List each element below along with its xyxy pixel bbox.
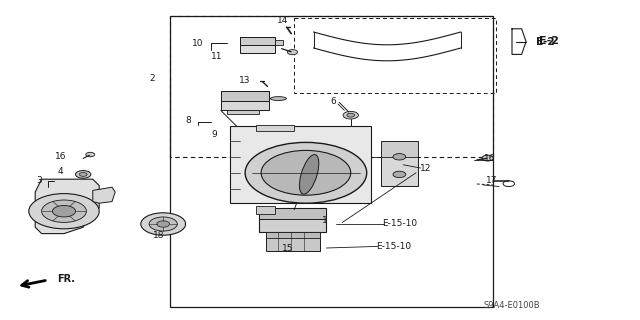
Text: 18: 18 bbox=[153, 231, 164, 240]
Text: E-15-10: E-15-10 bbox=[376, 242, 411, 251]
Text: E-15-10: E-15-10 bbox=[383, 220, 417, 228]
Text: 14: 14 bbox=[277, 16, 289, 25]
Text: 3: 3 bbox=[36, 176, 42, 185]
Text: 16: 16 bbox=[55, 152, 67, 161]
Bar bbox=[256, 206, 275, 214]
Circle shape bbox=[157, 221, 170, 227]
Text: 6: 6 bbox=[330, 97, 335, 106]
Bar bbox=[259, 208, 326, 219]
Bar bbox=[259, 208, 326, 232]
Text: 13: 13 bbox=[239, 76, 251, 85]
Circle shape bbox=[261, 150, 351, 195]
Text: 2: 2 bbox=[150, 74, 155, 83]
Circle shape bbox=[245, 142, 367, 203]
Bar bbox=[256, 125, 294, 131]
Bar bbox=[294, 18, 496, 93]
Text: E-2: E-2 bbox=[536, 36, 555, 47]
Text: 8: 8 bbox=[185, 116, 191, 124]
Text: 1: 1 bbox=[323, 216, 328, 225]
Bar bbox=[275, 40, 283, 45]
Circle shape bbox=[42, 200, 86, 222]
Circle shape bbox=[76, 171, 91, 178]
Circle shape bbox=[393, 171, 406, 178]
Bar bbox=[221, 91, 269, 110]
Text: 9: 9 bbox=[212, 130, 217, 139]
Bar bbox=[221, 91, 269, 101]
Text: FR.: FR. bbox=[58, 274, 76, 284]
Circle shape bbox=[149, 217, 177, 231]
Bar bbox=[170, 16, 493, 157]
Bar bbox=[266, 232, 320, 238]
Ellipse shape bbox=[300, 155, 319, 194]
Circle shape bbox=[287, 50, 298, 55]
Text: 4: 4 bbox=[57, 167, 63, 176]
Circle shape bbox=[86, 152, 95, 157]
Polygon shape bbox=[93, 187, 115, 203]
Text: S9A4-E0100B: S9A4-E0100B bbox=[484, 301, 540, 310]
Bar bbox=[266, 232, 320, 251]
Circle shape bbox=[343, 111, 358, 119]
Bar bbox=[170, 16, 493, 307]
Text: 15: 15 bbox=[282, 244, 294, 252]
Bar bbox=[240, 37, 275, 45]
Bar bbox=[240, 37, 275, 53]
Text: E-2: E-2 bbox=[539, 36, 559, 46]
Circle shape bbox=[482, 155, 493, 161]
Text: 16: 16 bbox=[484, 154, 495, 163]
Bar bbox=[227, 110, 259, 114]
Text: 10: 10 bbox=[192, 39, 204, 48]
Circle shape bbox=[29, 194, 99, 229]
Text: 12: 12 bbox=[420, 164, 431, 172]
Ellipse shape bbox=[270, 97, 287, 100]
Bar bbox=[381, 141, 418, 157]
Circle shape bbox=[52, 205, 76, 217]
Circle shape bbox=[347, 113, 355, 117]
Text: 17: 17 bbox=[486, 176, 497, 185]
Bar bbox=[230, 126, 371, 203]
Text: 11: 11 bbox=[211, 52, 223, 60]
Bar bbox=[381, 141, 418, 186]
Circle shape bbox=[79, 172, 87, 176]
Polygon shape bbox=[35, 179, 99, 234]
Text: 7: 7 bbox=[292, 203, 297, 212]
Circle shape bbox=[141, 213, 186, 235]
Circle shape bbox=[393, 154, 406, 160]
